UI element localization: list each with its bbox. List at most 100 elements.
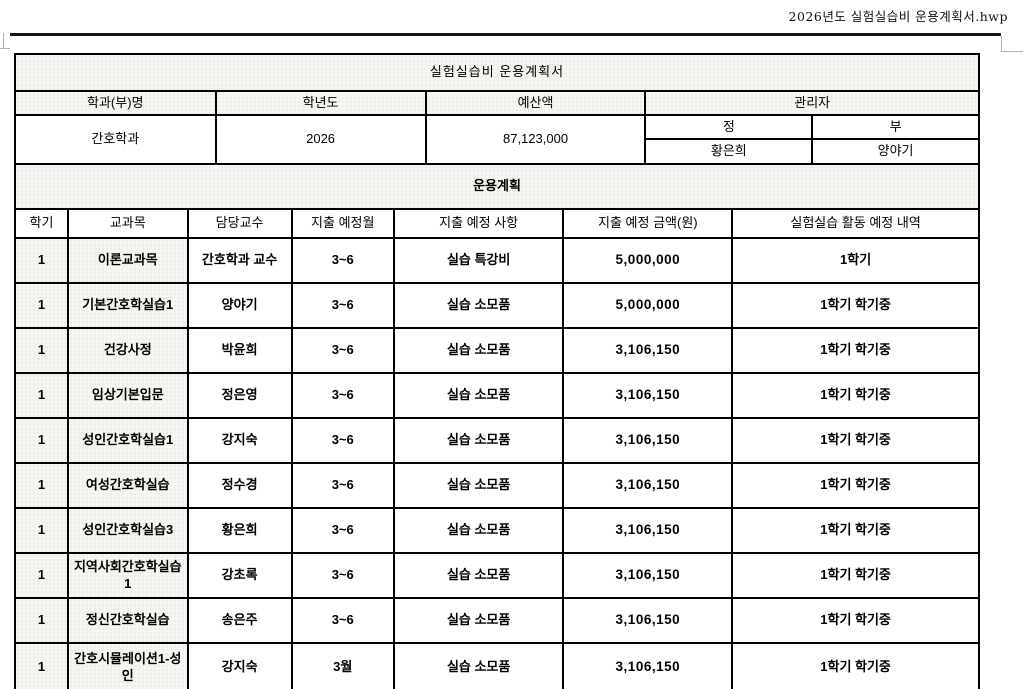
cell-activity: 1학기 학기중 [731,327,980,374]
cell-item: 실습 소모품 [392,462,565,509]
cell-activity: 1학기 학기중 [731,597,980,644]
cell-course: 간호시뮬레이션1-성인 [67,642,189,689]
cell-amount: 3,106,150 [562,507,734,554]
cell-semester: 1 [13,507,70,554]
cell-semester: 1 [13,282,70,329]
cell-month: 3~6 [290,417,395,464]
dept-value: 간호학과 [14,114,217,165]
plan-column-header: 지출 예정월 [290,208,395,239]
plan-column-header: 교과목 [67,208,189,239]
cell-item: 실습 특강비 [392,237,565,284]
manager-secondary-value: 양야기 [811,138,980,165]
cell-item: 실습 소모품 [392,282,565,329]
year-value: 2026 [214,114,427,165]
document-title: 실험실습비 운용계획서 [14,53,980,92]
table-row: 1 성인간호학실습1 강지숙 3~6 실습 소모품 3,106,150 1학기 학기중 [13,417,980,464]
table-row: 1 정신간호학실습 송은주 3~6 실습 소모품 3,106,150 1학기 학기중 [13,597,980,644]
table-row: 1 성인간호학실습3 황은희 3~6 실습 소모품 3,106,150 1학기 학기중 [13,507,980,554]
table-row: 1 지역사회간호학실습1 강초록 3~6 실습 소모품 3,106,150 1학기 학기중 [13,552,980,599]
cell-month: 3~6 [290,237,395,284]
manager-label: 관리자 [644,90,980,116]
cell-activity: 1학기 학기중 [731,642,980,689]
cell-amount: 3,106,150 [562,372,734,419]
cell-activity: 1학기 학기중 [731,282,980,329]
cell-month: 3~6 [290,372,395,419]
cell-semester: 1 [13,597,70,644]
cell-semester: 1 [13,327,70,374]
cell-professor: 정수경 [186,462,293,509]
table-row: 1 기본간호학실습1 양야기 3~6 실습 소모품 5,000,000 1학기 학기중 [13,282,980,329]
table-row: 1 여성간호학실습 정수경 3~6 실습 소모품 3,106,150 1학기 학기중 [13,462,980,509]
page-margin-guide-left-corner [0,48,10,49]
cell-item: 실습 소모품 [392,507,565,554]
year-label: 학년도 [214,90,427,116]
dept-label: 학과(부)명 [14,90,217,116]
cell-professor: 박윤희 [186,327,293,374]
cell-semester: 1 [13,237,70,284]
cell-amount: 3,106,150 [562,552,734,599]
cell-professor: 황은희 [186,507,293,554]
cell-activity: 1학기 학기중 [731,552,980,599]
page-margin-guide-right [1001,36,1002,52]
document-page: 실험실습비 운용계획서 학과(부)명 학년도 예산액 관리자 간호학과 2026… [13,53,980,689]
budget-value: 87,123,000 [424,114,647,165]
cell-item: 실습 소모품 [392,417,565,464]
table-row: 1 임상기본입문 정은영 3~6 실습 소모품 3,106,150 1학기 학기중 [13,372,980,419]
table-row: 1 이론교과목 간호학과 교수 3~6 실습 특강비 5,000,000 1학기 [13,237,980,284]
cell-professor: 양야기 [186,282,293,329]
cell-semester: 1 [13,462,70,509]
cell-semester: 1 [13,552,70,599]
cell-month: 3월 [290,642,395,689]
table-row: 1 간호시뮬레이션1-성인 강지숙 3월 실습 소모품 3,106,150 1학기 학기중 [13,642,980,689]
info-table: 실험실습비 운용계획서 학과(부)명 학년도 예산액 관리자 간호학과 2026… [14,53,980,165]
cell-amount: 3,106,150 [562,642,734,689]
cell-professor: 강지숙 [186,642,293,689]
plan-rows: 1 이론교과목 간호학과 교수 3~6 실습 특강비 5,000,000 1학기 1 기본간호학… [13,237,980,689]
page-top-rule [10,33,1001,36]
cell-item: 실습 소모품 [392,552,565,599]
cell-activity: 1학기 학기중 [731,417,980,464]
cell-course: 여성간호학실습 [67,462,189,509]
cell-amount: 5,000,000 [562,282,734,329]
cell-amount: 3,106,150 [562,417,734,464]
cell-course: 성인간호학실습3 [67,507,189,554]
cell-semester: 1 [13,372,70,419]
budget-label: 예산액 [424,90,647,116]
manager-secondary-label: 부 [811,114,980,140]
cell-professor: 송은주 [186,597,293,644]
cell-professor: 강초록 [186,552,293,599]
cell-course: 건강사정 [67,327,189,374]
cell-activity: 1학기 학기중 [731,462,980,509]
cell-activity: 1학기 [731,237,980,284]
cell-course: 기본간호학실습1 [67,282,189,329]
cell-course: 이론교과목 [67,237,189,284]
cell-amount: 3,106,150 [562,597,734,644]
cell-item: 실습 소모품 [392,642,565,689]
manager-primary-label: 정 [644,114,814,140]
cell-course: 정신간호학실습 [67,597,189,644]
cell-month: 3~6 [290,597,395,644]
plan-column-header: 지출 예정 사항 [392,208,565,239]
cell-amount: 3,106,150 [562,462,734,509]
plan-column-header: 지출 예정 금액(원) [562,208,734,239]
plan-header-row: 학기 교과목 담당교수 지출 예정월 지출 예정 사항 지출 예정 금액(원) 실험실습 활… [13,208,980,239]
cell-activity: 1학기 학기중 [731,507,980,554]
plan-column-header: 학기 [13,208,70,239]
cell-month: 3~6 [290,507,395,554]
cell-month: 3~6 [290,462,395,509]
plan-column-header: 실험실습 활동 예정 내역 [731,208,980,239]
plan-table: 운용계획 학기 교과목 담당교수 지출 예정월 지출 예정 사항 지출 예정 금액(원) 실… [13,163,980,689]
plan-section-title: 운용계획 [14,163,980,210]
cell-semester: 1 [13,642,70,689]
cell-month: 3~6 [290,552,395,599]
cell-professor: 정은영 [186,372,293,419]
cell-course: 성인간호학실습1 [67,417,189,464]
plan-column-header: 담당교수 [186,208,293,239]
cell-amount: 3,106,150 [562,327,734,374]
cell-month: 3~6 [290,282,395,329]
cell-course: 임상기본입문 [67,372,189,419]
cell-item: 실습 소모품 [392,372,565,419]
page-margin-guide-left [3,33,4,49]
cell-professor: 간호학과 교수 [186,237,293,284]
